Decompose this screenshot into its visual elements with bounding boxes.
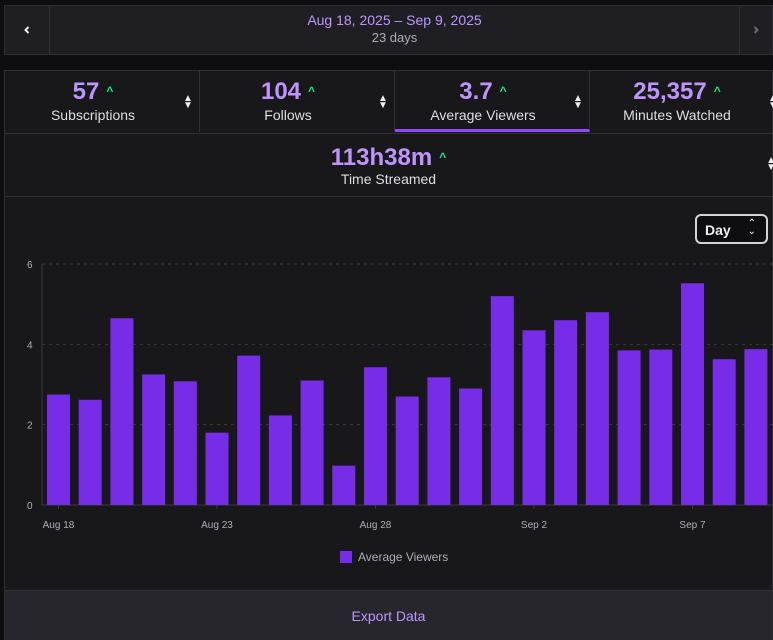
- bar: [681, 283, 704, 505]
- date-range-label: Aug 18, 2025 – Sep 9, 2025: [307, 12, 482, 28]
- bar: [459, 388, 483, 505]
- x-tick-label: Aug 28: [360, 520, 392, 531]
- bar: [47, 394, 70, 505]
- stat-value: 113h38m: [330, 144, 433, 171]
- stat-tile-subscriptions[interactable]: 57 ^ Subscriptions ▲ ▼: [5, 71, 200, 132]
- chevron-left-icon: [24, 26, 30, 34]
- stat-value: 57: [72, 78, 100, 105]
- chevron-right-icon: [753, 26, 759, 34]
- stat-value: 104: [260, 78, 302, 105]
- y-tick-label: 6: [27, 260, 33, 271]
- legend-swatch: [340, 551, 352, 563]
- x-tick-label: Sep 2: [521, 520, 548, 531]
- bar: [110, 318, 134, 505]
- trend-up-icon: ^: [106, 84, 114, 98]
- bar: [300, 380, 324, 505]
- bar: [554, 320, 578, 505]
- bar: [522, 330, 546, 505]
- stat-label: Subscriptions: [50, 107, 136, 123]
- next-period-button[interactable]: [739, 6, 772, 54]
- bar: [332, 465, 356, 505]
- stat-tile-follows[interactable]: 104 ^ Follows ▲ ▼: [200, 71, 395, 132]
- date-navigation: Aug 18, 2025 – Sep 9, 2025 23 days: [4, 5, 773, 55]
- bar: [173, 381, 197, 505]
- trend-up-icon: ^: [713, 84, 721, 98]
- bar: [617, 350, 641, 505]
- bar: [268, 415, 292, 505]
- bar: [142, 374, 166, 505]
- sort-icon[interactable]: ▲▼: [766, 155, 773, 173]
- stat-value: 25,357: [633, 78, 707, 105]
- previous-period-button[interactable]: [5, 6, 50, 54]
- bar: [585, 312, 609, 505]
- select-chevron-icon: ⌃ ⌄: [747, 218, 756, 237]
- trend-up-icon: ^: [308, 84, 316, 98]
- bar: [364, 367, 387, 505]
- stat-tile-minutes-watched[interactable]: 25,357 ^ Minutes Watched ▲▼: [590, 71, 773, 132]
- bar: [205, 432, 229, 505]
- trend-up-icon: ^: [439, 150, 447, 164]
- stat-label: Average Viewers: [430, 107, 536, 123]
- x-tick-label: Aug 23: [201, 520, 233, 531]
- stat-label: Time Streamed: [340, 171, 437, 187]
- sort-icon[interactable]: ▲▼: [378, 93, 388, 111]
- granularity-value: Day: [705, 222, 731, 238]
- sort-icon[interactable]: ▲▼: [183, 93, 193, 111]
- date-range: Aug 18, 2025 – Sep 9, 2025 23 days: [49, 11, 740, 47]
- chart-legend[interactable]: Average Viewers: [340, 550, 448, 564]
- x-tick-label: Sep 7: [679, 520, 706, 531]
- bar: [712, 359, 736, 505]
- bar: [744, 349, 768, 505]
- bar: [427, 377, 451, 505]
- granularity-select[interactable]: Day ⌃ ⌄: [695, 214, 768, 244]
- date-range-days: 23 days: [371, 30, 418, 45]
- bar: [395, 396, 419, 505]
- export-data-button[interactable]: Export Data: [5, 590, 772, 640]
- bar: [649, 349, 673, 505]
- stats-panel: 57 ^ Subscriptions ▲ ▼ 104 ^ Follows ▲ ▼ 3.7…: [4, 70, 773, 640]
- stat-label: Minutes Watched: [623, 107, 731, 123]
- trend-up-icon: ^: [499, 84, 507, 98]
- legend-label: Average Viewers: [358, 550, 449, 564]
- x-tick-label: Aug 18: [43, 520, 75, 531]
- stat-tile-time-streamed[interactable]: 113h38m ^ Time Streamed ▲ ▼: [5, 133, 773, 197]
- y-tick-label: 0: [27, 501, 33, 512]
- sort-icon[interactable]: ▲▼: [573, 93, 583, 111]
- y-tick-label: 4: [27, 340, 33, 351]
- stat-tile-average-viewers[interactable]: 3.7 ^ Average Viewers ▲ ▼: [395, 71, 590, 132]
- stat-label: Follows: [264, 107, 312, 123]
- bar: [78, 399, 102, 505]
- stat-tiles: 57 ^ Subscriptions ▲ ▼ 104 ^ Follows ▲ ▼ 3.7…: [5, 71, 773, 134]
- bar: [490, 296, 514, 505]
- stat-value: 3.7: [459, 78, 493, 105]
- bar: [237, 355, 261, 505]
- y-tick-label: 2: [27, 421, 33, 432]
- sort-icon[interactable]: ▲▼: [768, 94, 773, 111]
- average-viewers-chart: 0 2 4 6 Aug 18 Aug 23 Aug 28 Sep 2 Sep 7: [27, 260, 772, 531]
